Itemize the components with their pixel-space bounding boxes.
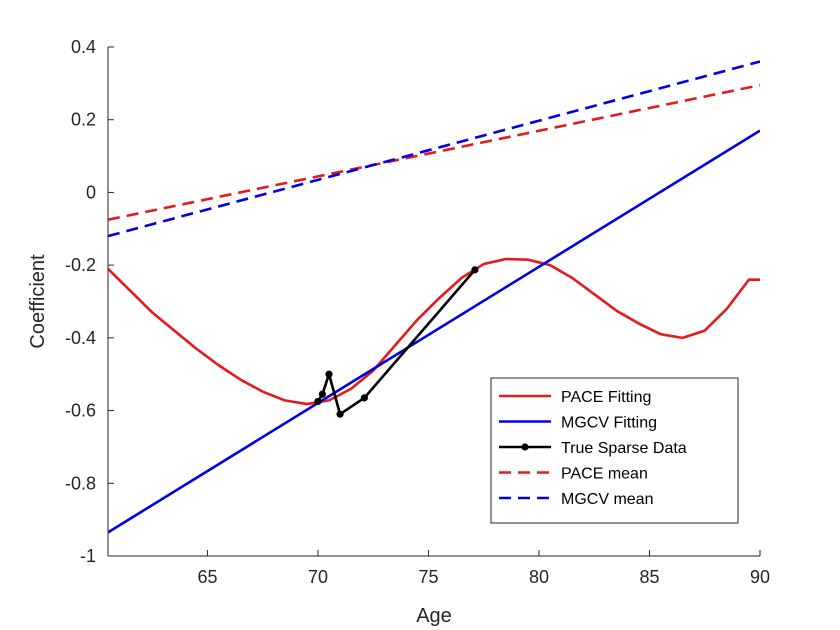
legend-marker-true-sparse-data bbox=[521, 443, 529, 451]
x-axis-ticks: 65 70 75 80 85 90 bbox=[197, 550, 770, 587]
y-tick-label: 0.4 bbox=[71, 37, 96, 57]
x-tick-label: 90 bbox=[750, 567, 770, 587]
data-point-true-sparse-data-3 bbox=[336, 410, 344, 418]
data-point-true-sparse-data-4 bbox=[360, 394, 368, 402]
legend-label-true-sparse-data: True Sparse Data bbox=[561, 440, 687, 457]
y-tick-label: -0.4 bbox=[65, 328, 96, 348]
data-point-true-sparse-data-1 bbox=[318, 390, 326, 398]
data-point-true-sparse-data-5 bbox=[471, 266, 479, 274]
y-tick-label: -0.2 bbox=[65, 255, 96, 275]
legend-box bbox=[490, 377, 739, 524]
y-tick-label: -0.8 bbox=[65, 473, 96, 493]
y-tick-label: 0 bbox=[86, 182, 96, 202]
axes-layer bbox=[107, 47, 760, 557]
y-tick-label: 0.2 bbox=[71, 110, 96, 130]
x-tick-label: 85 bbox=[639, 567, 659, 587]
data-point-true-sparse-data-2 bbox=[325, 370, 333, 378]
x-tick-label: 75 bbox=[418, 567, 438, 587]
series-line-pace-fitting bbox=[108, 257, 760, 406]
legend: PACE Fitting MGCV Fitting True Sparse Data… bbox=[490, 377, 739, 524]
x-tick-label: 80 bbox=[529, 567, 549, 587]
y-tick-label: -0.6 bbox=[65, 401, 96, 421]
series-line-pace-mean bbox=[108, 83, 760, 221]
series-line-mgcv-fitting bbox=[108, 129, 760, 534]
y-axis-ticks: -1 -0.8 -0.6 -0.4 -0.2 0 0.2 0.4 bbox=[65, 37, 114, 566]
plot-area bbox=[107, 47, 760, 557]
legend-label-mgcv-fitting: MGCV Fitting bbox=[561, 415, 657, 432]
series-line-mgcv-mean bbox=[108, 60, 760, 238]
y-axis-label: Coefficient bbox=[27, 254, 49, 349]
y-tick-label: -1 bbox=[80, 546, 96, 566]
series-layer bbox=[108, 60, 760, 534]
legend-label-pace-mean: PACE mean bbox=[561, 466, 648, 483]
data-point-true-sparse-data-0 bbox=[314, 397, 322, 406]
x-tick-label: 65 bbox=[197, 567, 217, 587]
legend-label-mgcv-mean: MGCV mean bbox=[561, 491, 653, 508]
x-tick-label: 70 bbox=[308, 567, 328, 587]
x-axis-label: Age bbox=[416, 605, 452, 627]
legend-label-pace-fitting: PACE Fitting bbox=[561, 389, 651, 406]
